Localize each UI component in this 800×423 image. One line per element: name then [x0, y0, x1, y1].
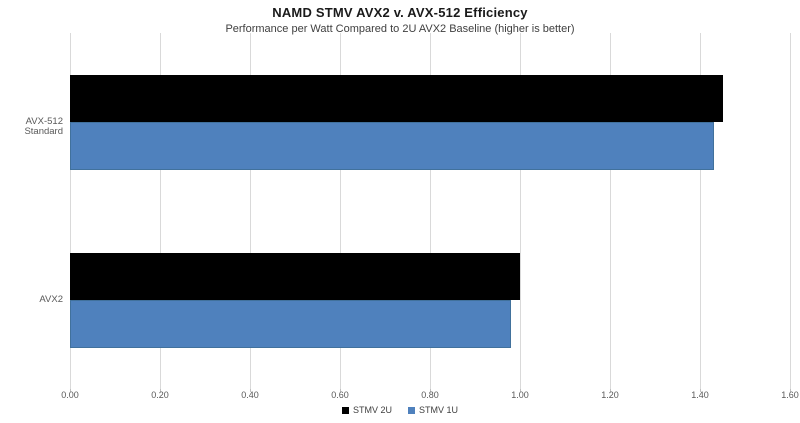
chart-title: NAMD STMV AVX2 v. AVX-512 Efficiency [272, 5, 528, 20]
axis-tick [790, 389, 791, 392]
axis-tick [520, 389, 521, 392]
legend-item: STMV 1U [408, 405, 458, 415]
gridline [610, 33, 611, 389]
category-label: AVX2 [39, 294, 63, 305]
gridline [250, 33, 251, 389]
axis-tick [340, 389, 341, 392]
gridline [160, 33, 161, 389]
gridline [700, 33, 701, 389]
axis-tick [430, 389, 431, 392]
bar-stmv-2u [70, 252, 520, 300]
x-tick-label: 0.40 [241, 390, 259, 400]
gridline [520, 33, 521, 389]
x-tick-label: 1.60 [781, 390, 799, 400]
legend-label: STMV 1U [419, 405, 459, 415]
gridline [790, 33, 791, 389]
x-tick-label: 0.60 [331, 390, 349, 400]
legend-swatch-icon [408, 406, 415, 414]
gridline [430, 33, 431, 389]
legend-item: STMV 2U [341, 405, 392, 415]
gridline [70, 33, 71, 389]
axis-tick [70, 389, 71, 392]
x-tick-label: 1.40 [691, 390, 709, 400]
gridline [340, 33, 341, 389]
legend-swatch-icon [341, 406, 349, 414]
axis-tick [250, 389, 251, 392]
axis-tick [610, 389, 611, 392]
x-tick-label: 0.20 [151, 390, 169, 400]
bar-stmv-2u [70, 74, 723, 122]
x-tick-label: 0.00 [61, 390, 79, 400]
x-tick-label: 1.20 [601, 390, 619, 400]
x-tick-label: 1.00 [511, 390, 529, 400]
category-label: AVX-512 Standard [24, 116, 63, 137]
legend: STMV 2U STMV 1U [0, 405, 800, 415]
bar-stmv-1u [70, 300, 511, 348]
plot-area [70, 33, 791, 392]
legend-label: STMV 2U [352, 405, 392, 415]
axis-tick [700, 389, 701, 392]
x-tick-label: 0.80 [421, 390, 439, 400]
chart-subtitle: Performance per Watt Compared to 2U AVX2… [225, 23, 575, 35]
axis-tick [160, 389, 161, 392]
bar-stmv-1u [70, 122, 714, 170]
